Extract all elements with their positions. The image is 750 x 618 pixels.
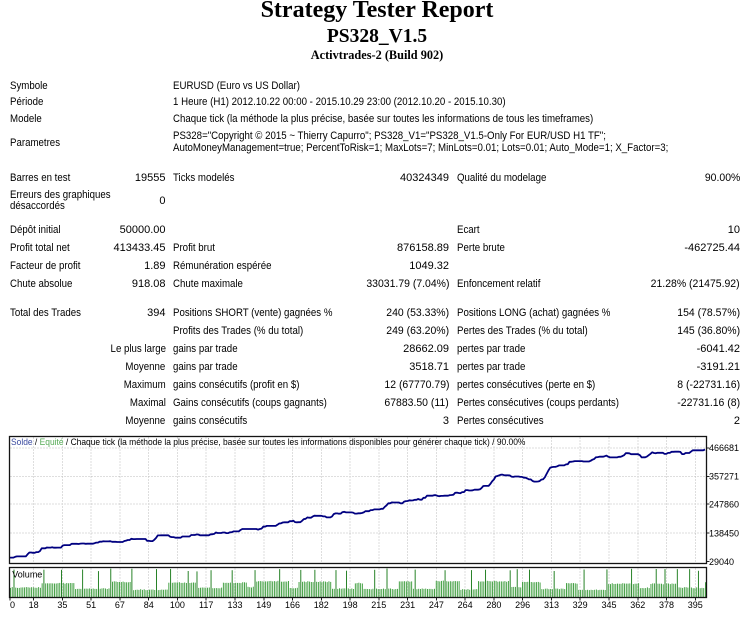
svg-text:Volume: Volume <box>12 569 42 579</box>
svg-text:67: 67 <box>115 600 125 610</box>
svg-text:138450: 138450 <box>709 528 739 538</box>
svg-text:395: 395 <box>688 600 703 610</box>
svg-text:84: 84 <box>144 600 154 610</box>
svg-text:357271: 357271 <box>709 472 739 482</box>
svg-text:296: 296 <box>515 600 530 610</box>
svg-text:117: 117 <box>199 600 213 610</box>
svg-text:362: 362 <box>630 600 645 610</box>
svg-text:378: 378 <box>659 600 674 610</box>
svg-text:100: 100 <box>170 600 185 610</box>
svg-text:29040: 29040 <box>709 557 734 567</box>
svg-text:133: 133 <box>227 600 242 610</box>
svg-text:35: 35 <box>57 600 67 610</box>
svg-text:0: 0 <box>10 600 15 610</box>
svg-text:247: 247 <box>429 600 444 610</box>
svg-text:345: 345 <box>601 600 616 610</box>
svg-text:466681: 466681 <box>709 443 739 453</box>
svg-text:166: 166 <box>285 600 300 610</box>
svg-text:264: 264 <box>458 600 473 610</box>
svg-text:18: 18 <box>29 600 39 610</box>
svg-text:182: 182 <box>314 600 329 610</box>
svg-text:231: 231 <box>400 600 415 610</box>
svg-text:198: 198 <box>343 600 358 610</box>
svg-text:247860: 247860 <box>709 499 739 509</box>
svg-text:51: 51 <box>86 600 96 610</box>
svg-text:329: 329 <box>573 600 588 610</box>
svg-text:215: 215 <box>371 600 386 610</box>
svg-text:313: 313 <box>544 600 559 610</box>
svg-text:149: 149 <box>256 600 271 610</box>
svg-text:280: 280 <box>486 600 501 610</box>
